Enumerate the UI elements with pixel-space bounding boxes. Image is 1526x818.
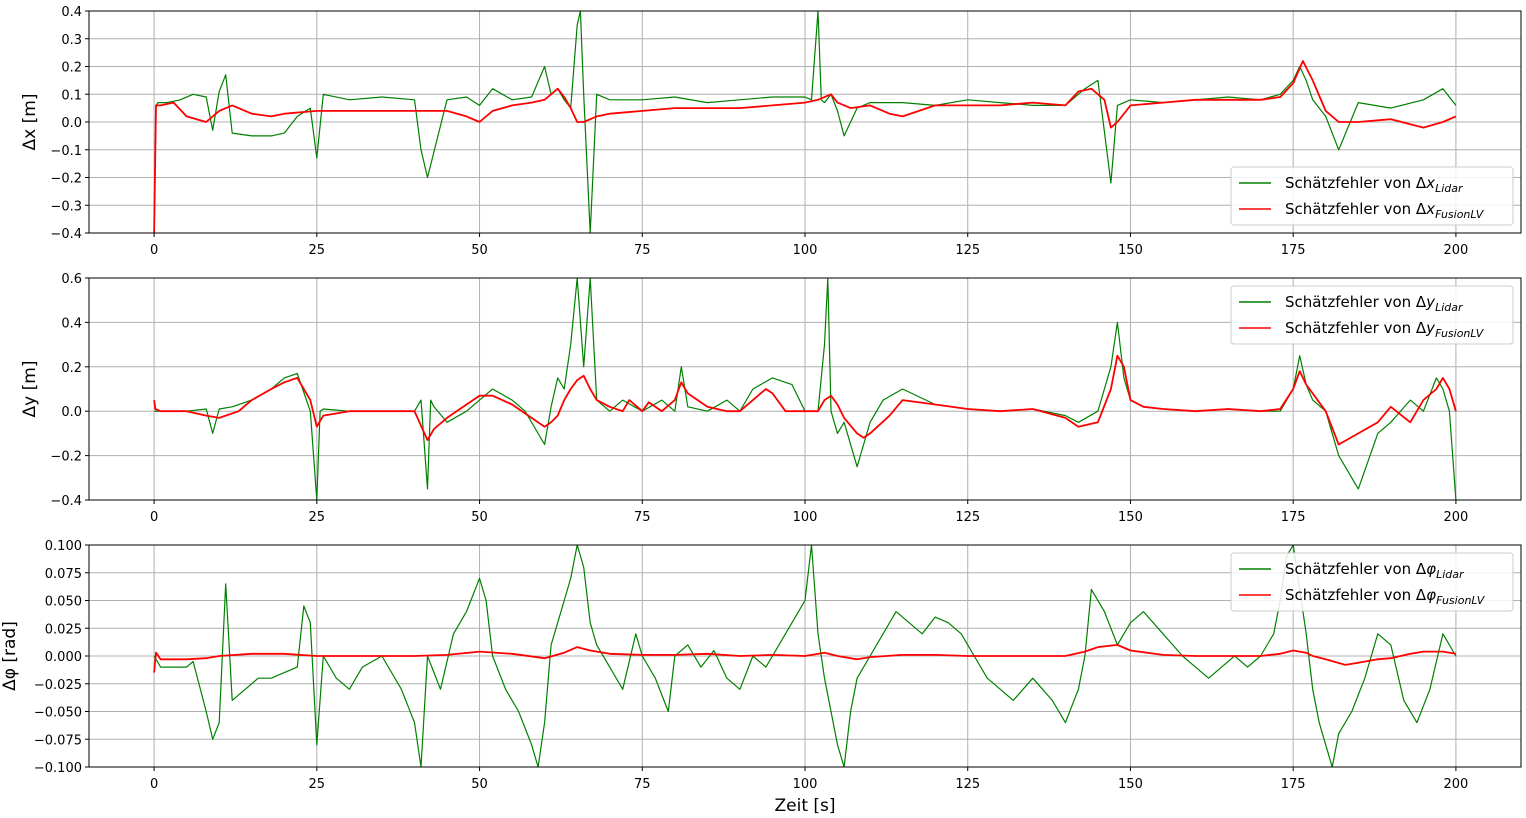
panel-middle: 0 25 50 75 100 125 150 175 200 −0.4 −0.2 0.0 0.2 0.4 0…	[50, 272, 1522, 525]
x-tick-label: 125	[955, 510, 980, 525]
x-tick-label: 100	[793, 777, 818, 792]
y-tick-label: 0.025	[45, 622, 82, 637]
y-tick-label: 0.2	[61, 361, 82, 376]
x-tick-label: 200	[1443, 243, 1468, 258]
x-tick-label: 200	[1443, 777, 1468, 792]
x-tick-label: 50	[471, 243, 488, 258]
x-tick-label: 125	[955, 777, 980, 792]
legend-entry: Schätzfehler von ΔxFusionLV	[1285, 200, 1485, 221]
y-tick-label: −0.075	[34, 733, 82, 748]
x-tick-label: 100	[793, 243, 818, 258]
y-tick-label: −0.050	[34, 706, 82, 721]
legend-bottom: Schätzfehler von ΔφLidar Schätzfehler von…	[1230, 552, 1514, 612]
y-tick-label: 0.075	[45, 567, 82, 582]
series-line-fusionlv-bottom	[153, 644, 1457, 673]
legend-entry: Schätzfehler von ΔφLidar	[1285, 560, 1465, 581]
legend-box	[1230, 285, 1514, 345]
x-tick-label: 25	[309, 510, 326, 525]
x-tick-label: 200	[1443, 510, 1468, 525]
y-axis-label-middle: Δy [m]	[20, 361, 40, 418]
x-tick-label: 75	[634, 777, 651, 792]
x-tick-label: 150	[1118, 777, 1143, 792]
legend-box	[1230, 166, 1514, 226]
y-axis-label-top: Δx [m]	[20, 94, 40, 151]
legend-entry: Schätzfehler von ΔxLidar	[1285, 174, 1464, 195]
y-tick-label: 0.0	[61, 116, 82, 131]
series-line-fusionlv-middle	[153, 354, 1457, 446]
x-tick-label: 150	[1118, 510, 1143, 525]
x-tick-label: 50	[471, 777, 488, 792]
y-tick-label: 0.3	[61, 33, 82, 48]
legend-top: Schätzfehler von ΔxLidar Schätzfehler von…	[1230, 166, 1514, 226]
legend-box	[1230, 552, 1514, 612]
y-tick-label: 0.4	[61, 5, 82, 20]
x-tick-label: 100	[793, 510, 818, 525]
y-tick-label: −0.2	[50, 172, 82, 187]
x-tick-label: 75	[634, 243, 651, 258]
y-tick-label: 0.4	[61, 316, 82, 331]
y-tick-label: −0.2	[50, 450, 82, 465]
legend-entry: Schätzfehler von ΔyFusionLV	[1285, 319, 1485, 340]
x-tick-label: 50	[471, 510, 488, 525]
legend-entry: Schätzfehler von ΔyLidar	[1285, 293, 1464, 314]
y-tick-label: −0.4	[50, 494, 82, 509]
x-tick-label: 0	[150, 510, 158, 525]
panel-bottom: 0 25 50 75 100 125 150 175 200 −0.100 −0.075 −0.050…	[34, 539, 1522, 792]
series-line-fusionlv-top	[153, 60, 1457, 233]
y-tick-label: 0.1	[61, 88, 82, 103]
x-tick-label: 175	[1281, 243, 1306, 258]
y-tick-label: 0.000	[45, 650, 82, 665]
y-tick-label: −0.100	[34, 761, 82, 776]
x-tick-label: 0	[150, 243, 158, 258]
y-tick-label: −0.4	[50, 227, 82, 242]
x-tick-label: 25	[309, 243, 326, 258]
y-tick-label: −0.3	[50, 199, 82, 214]
x-tick-label: 175	[1281, 777, 1306, 792]
x-tick-label: 125	[955, 243, 980, 258]
y-tick-label: −0.1	[50, 144, 82, 159]
legend-entry: Schätzfehler von ΔφFusionLV	[1285, 586, 1486, 607]
x-tick-label: 0	[150, 777, 158, 792]
x-tick-label: 150	[1118, 243, 1143, 258]
x-tick-label: 75	[634, 510, 651, 525]
series-line-lidar-top	[153, 11, 1457, 233]
x-axis-label: Zeit [s]	[774, 796, 835, 816]
y-tick-label: 0.0	[61, 405, 82, 420]
y-tick-label: 0.6	[61, 272, 82, 287]
y-tick-label: 0.050	[45, 595, 82, 610]
legend-middle: Schätzfehler von ΔyLidar Schätzfehler von…	[1230, 285, 1514, 345]
x-tick-label: 175	[1281, 510, 1306, 525]
y-tick-label: 0.100	[45, 539, 82, 554]
y-tick-label: −0.025	[34, 678, 82, 693]
y-axis-label-bottom: Δφ [rad]	[0, 621, 20, 691]
y-tick-label: 0.2	[61, 61, 82, 76]
x-tick-label: 25	[309, 777, 326, 792]
panel-top: 0 25 50 75 100 125 150 175 200 −0.4 −0.3 −0.2 −0.1 0.…	[50, 5, 1522, 258]
